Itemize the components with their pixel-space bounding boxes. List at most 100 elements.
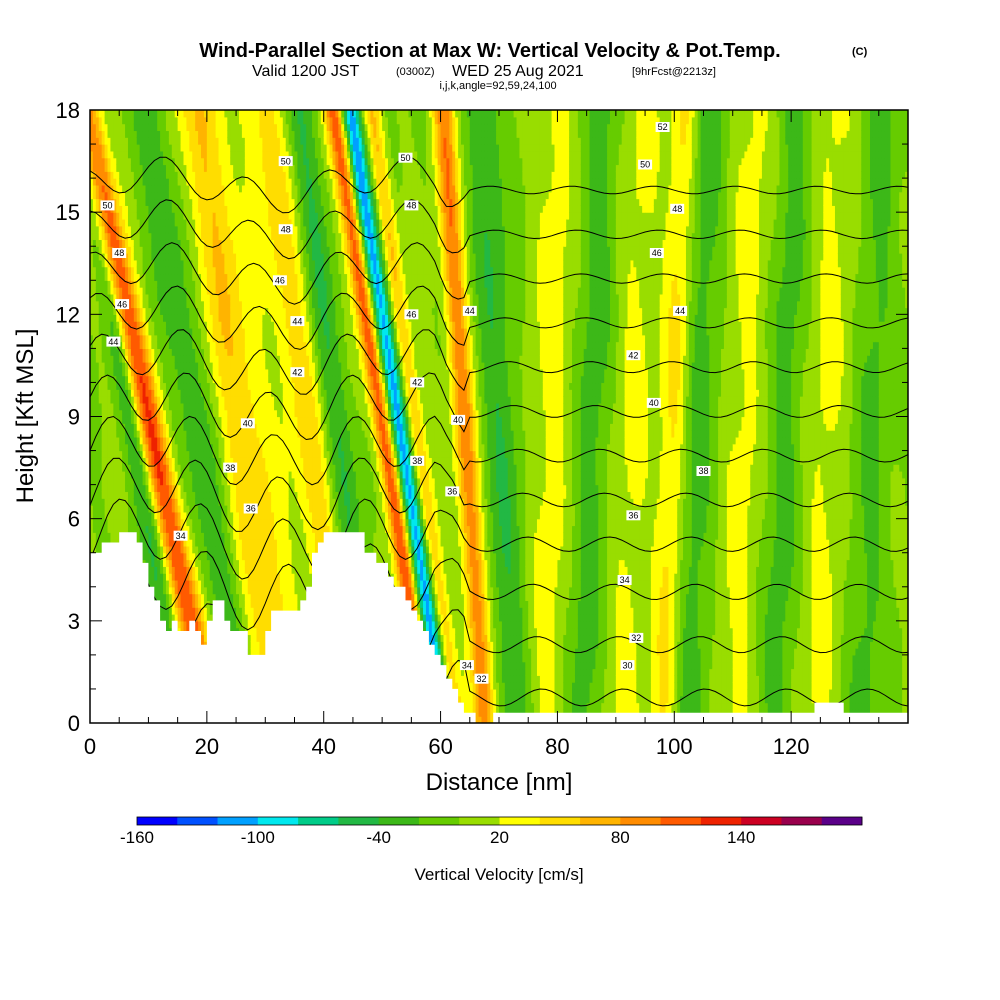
velocity-cell <box>165 314 170 322</box>
velocity-cell <box>157 287 161 295</box>
velocity-cell <box>127 518 132 527</box>
velocity-cell <box>127 327 132 336</box>
velocity-cell <box>127 137 132 145</box>
velocity-cell <box>113 532 117 540</box>
velocity-cell <box>133 518 138 527</box>
velocity-cell <box>154 498 158 506</box>
velocity-cell <box>160 498 164 506</box>
velocity-cell <box>171 457 176 465</box>
velocity-cell <box>174 355 179 363</box>
velocity-cell <box>177 586 182 595</box>
velocity-cell <box>116 191 120 200</box>
velocity-cell <box>201 171 205 179</box>
velocity-cell <box>160 396 164 404</box>
velocity-cell <box>183 293 188 302</box>
velocity-cell <box>98 396 103 404</box>
velocity-cell <box>177 505 182 513</box>
velocity-cell <box>116 464 120 472</box>
velocity-cell <box>206 348 211 356</box>
velocity-cell <box>130 218 135 227</box>
velocity-cell <box>206 566 211 574</box>
velocity-cell <box>119 368 123 377</box>
velocity-cell <box>171 396 176 404</box>
velocity-cell <box>160 164 164 172</box>
velocity-cell <box>195 355 199 363</box>
velocity-cell <box>177 225 182 234</box>
velocity-cell <box>168 484 173 493</box>
velocity-cell <box>95 532 100 540</box>
velocity-cell <box>145 484 150 493</box>
velocity-cell <box>168 116 173 125</box>
velocity-cell <box>95 409 100 418</box>
velocity-cell <box>92 430 97 438</box>
velocity-cell <box>209 545 214 554</box>
velocity-cell <box>177 396 182 404</box>
velocity-cell <box>171 307 176 315</box>
velocity-cell <box>133 205 138 213</box>
velocity-cell <box>168 232 173 241</box>
velocity-cell <box>171 280 176 288</box>
velocity-cell <box>92 178 97 186</box>
velocity-cell <box>189 232 193 241</box>
velocity-cell <box>95 253 100 261</box>
velocity-cell <box>168 273 173 281</box>
velocity-cell <box>142 532 147 540</box>
velocity-cell <box>125 287 129 295</box>
velocity-cell <box>203 573 208 581</box>
velocity-cell <box>122 498 126 506</box>
velocity-cell <box>189 246 193 254</box>
velocity-cell <box>198 150 202 159</box>
velocity-cell <box>127 205 132 213</box>
velocity-cell <box>151 416 155 424</box>
velocity-cell <box>122 470 126 479</box>
velocity-cell <box>107 450 112 458</box>
velocity-cell <box>189 198 193 206</box>
velocity-cell <box>116 116 120 125</box>
velocity-cell <box>136 402 141 411</box>
velocity-cell <box>92 321 97 329</box>
velocity-cell <box>130 470 135 479</box>
velocity-cell <box>198 280 202 288</box>
velocity-cell <box>198 579 202 588</box>
velocity-cell <box>171 559 176 567</box>
velocity-cell <box>186 212 190 220</box>
velocity-cell <box>189 321 193 329</box>
velocity-cell <box>157 218 161 227</box>
velocity-cell <box>206 525 211 533</box>
velocity-cell <box>174 232 179 241</box>
velocity-cell <box>198 382 202 390</box>
velocity-cell <box>145 409 150 418</box>
velocity-cell <box>206 321 211 329</box>
velocity-cell <box>125 362 129 370</box>
velocity-cell <box>183 259 188 268</box>
velocity-cell <box>133 137 138 145</box>
velocity-cell <box>206 511 211 520</box>
velocity-cell <box>168 321 173 329</box>
velocity-cell <box>116 402 120 411</box>
velocity-cell <box>92 116 97 125</box>
velocity-cell <box>165 164 170 172</box>
velocity-cell <box>98 191 103 200</box>
velocity-cell <box>136 368 141 377</box>
velocity-cell <box>163 334 167 343</box>
velocity-cell <box>145 171 150 179</box>
velocity-cell <box>145 198 150 206</box>
velocity-cell <box>201 436 205 445</box>
velocity-cell <box>127 191 132 200</box>
velocity-cell <box>209 430 214 438</box>
velocity-cell <box>95 150 100 159</box>
velocity-cell <box>136 246 141 254</box>
velocity-cell <box>180 498 185 506</box>
velocity-cell <box>145 532 150 540</box>
velocity-cell <box>186 130 190 138</box>
velocity-cell <box>142 484 147 493</box>
velocity-cell <box>186 491 190 499</box>
velocity-cell <box>189 280 193 288</box>
velocity-cell <box>142 116 147 125</box>
velocity-cell <box>113 457 117 465</box>
velocity-cell <box>92 280 97 288</box>
velocity-cell <box>116 225 120 234</box>
velocity-cell <box>142 552 147 561</box>
velocity-cell <box>122 443 126 452</box>
velocity-cell <box>107 470 112 479</box>
